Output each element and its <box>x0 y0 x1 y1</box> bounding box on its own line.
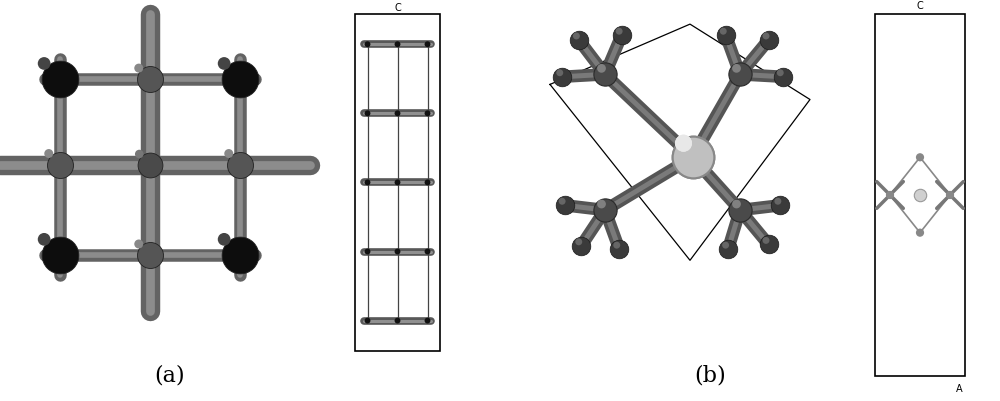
Point <box>942 192 958 199</box>
Point <box>131 241 147 247</box>
Point <box>571 38 587 44</box>
Point <box>360 318 376 324</box>
Point <box>611 29 627 35</box>
Point <box>232 253 248 259</box>
Point <box>420 249 436 255</box>
Point <box>557 203 573 209</box>
Point <box>36 237 52 243</box>
Point <box>390 318 406 324</box>
Point <box>232 162 248 168</box>
Text: C: C <box>917 1 923 11</box>
Point <box>52 77 68 83</box>
Point <box>732 207 748 214</box>
Point <box>420 180 436 186</box>
Point <box>360 111 376 117</box>
Point <box>390 42 406 48</box>
Point <box>597 72 613 79</box>
Point <box>360 249 376 255</box>
Point <box>676 141 692 147</box>
Point <box>912 155 928 161</box>
Point <box>772 203 788 209</box>
Bar <box>355 15 440 351</box>
Point <box>728 66 744 72</box>
Point <box>684 155 700 161</box>
Point <box>882 192 898 199</box>
Point <box>216 61 232 67</box>
Point <box>772 70 788 77</box>
Point <box>594 66 610 72</box>
Point <box>912 192 928 199</box>
Point <box>41 151 57 157</box>
Point <box>571 239 587 245</box>
Text: (a): (a) <box>155 364 185 386</box>
Point <box>390 111 406 117</box>
Point <box>390 249 406 255</box>
Point <box>758 34 774 40</box>
Point <box>420 111 436 117</box>
Point <box>611 246 627 253</box>
Point <box>131 66 147 72</box>
Point <box>552 70 568 77</box>
Point <box>142 77 158 83</box>
Point <box>221 151 237 157</box>
Point <box>760 241 776 248</box>
Point <box>728 201 744 208</box>
Point <box>36 61 52 67</box>
Point <box>568 34 584 40</box>
Point <box>360 180 376 186</box>
Point <box>912 230 928 236</box>
Point <box>609 242 625 249</box>
Point <box>597 207 613 214</box>
Point <box>420 318 436 324</box>
Point <box>216 237 232 243</box>
Point <box>676 141 692 147</box>
Point <box>614 33 630 39</box>
Point <box>52 162 68 168</box>
Text: A: A <box>956 383 962 393</box>
Text: (b): (b) <box>694 364 726 386</box>
Point <box>758 237 774 244</box>
Point <box>718 242 734 249</box>
Text: C: C <box>394 2 401 12</box>
Point <box>594 201 610 208</box>
Point <box>732 72 748 79</box>
Point <box>760 38 776 44</box>
Point <box>360 42 376 48</box>
Point <box>420 42 436 48</box>
Bar <box>875 15 965 376</box>
Point <box>573 243 589 249</box>
Point <box>684 155 700 161</box>
Point <box>554 198 570 205</box>
Point <box>142 253 158 259</box>
Point <box>718 33 734 39</box>
Point <box>232 77 248 83</box>
Point <box>554 74 570 81</box>
Point <box>390 180 406 186</box>
Point <box>715 29 731 35</box>
Point <box>142 162 158 168</box>
Point <box>770 198 786 205</box>
Point <box>131 152 147 158</box>
Point <box>52 253 68 259</box>
Point <box>720 246 736 253</box>
Point <box>775 74 791 81</box>
